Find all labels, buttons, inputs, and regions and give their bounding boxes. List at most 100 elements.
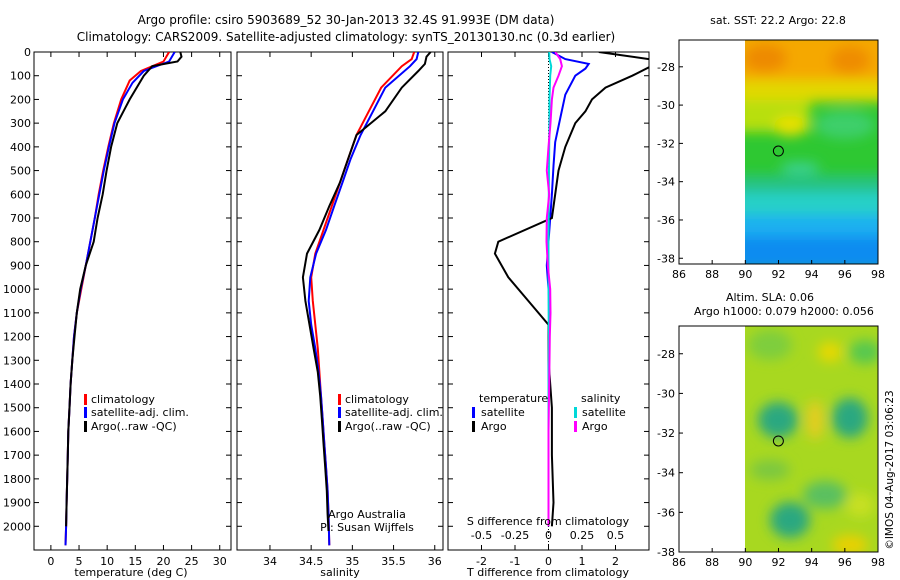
salinity-legend: climatology satellite-adj. clim. Argo(..… — [338, 393, 443, 433]
legend-label-climatology: climatology — [91, 393, 155, 406]
salinity-depth-ticks — [237, 51, 443, 527]
lon-tick-label: 94 — [805, 268, 819, 281]
depth-tick-label: 1800 — [3, 473, 31, 486]
series-line-argo-raw-qc — [65, 52, 183, 527]
salinity-x-axis: 34 34.5 35 35.5 36 — [263, 52, 442, 568]
depth-axis: 0 100 200 300 400 500 600 700 800 900 1000 1100 1200… — [3, 46, 231, 533]
depth-tick-label: 500 — [10, 165, 31, 178]
depth-tick-label: 400 — [10, 141, 31, 154]
difference-panel: -2 -1 0 1 2 S difference from climatology -0… — [447, 51, 650, 579]
sst-map-title: sat. SST: 22.2 Argo: 22.8 — [710, 14, 846, 27]
x-tick-label: 35 — [345, 555, 359, 568]
depth-tick-label: 1500 — [3, 402, 31, 415]
x-tick-label: 5 — [76, 555, 83, 568]
sst-lat-axis: -28 -30 -32 -34 -36 -38 — [657, 61, 683, 265]
sla-lon-axis: 86 88 90 92 94 96 98 — [672, 548, 885, 569]
s-tick-label: -0.25 — [501, 529, 529, 542]
difference-x-axis: -2 -1 0 1 2 — [476, 52, 619, 568]
lat-tick-label: -30 — [657, 387, 675, 400]
lon-tick-label: 90 — [738, 268, 752, 281]
temperature-legend: climatology satellite-adj. clim. Argo(..… — [84, 393, 189, 433]
x-tick-label: 10 — [100, 555, 114, 568]
legend-swatch-s-satellite — [574, 407, 577, 418]
lon-tick-label: 98 — [871, 556, 885, 569]
s-tick-label: 0.25 — [570, 529, 595, 542]
lat-tick-label: -32 — [657, 427, 675, 440]
legend-label-s-satellite: satellite — [582, 406, 626, 419]
depth-tick-label: 600 — [10, 188, 31, 201]
salinity-xlabel: salinity — [320, 566, 360, 579]
lon-tick-label: 86 — [672, 268, 686, 281]
lon-tick-label: 96 — [838, 556, 852, 569]
sst-field — [745, 40, 878, 264]
lon-tick-label: 96 — [838, 268, 852, 281]
legend-swatch-satellite — [84, 407, 87, 418]
salinity-lines — [301, 52, 432, 546]
x-tick-label: 15 — [128, 555, 142, 568]
figure-title-line2: Climatology: CARS2009. Satellite-adjuste… — [77, 30, 615, 44]
x-tick-label: 34.5 — [299, 555, 324, 568]
depth-tick-label: 700 — [10, 212, 31, 225]
t-difference-label: T difference from climatology — [466, 566, 629, 579]
lat-tick-label: -34 — [657, 467, 675, 480]
legend-swatch-t-argo — [472, 421, 475, 432]
depth-tick-label: 2000 — [3, 520, 31, 533]
lat-tick-label: -36 — [657, 506, 675, 519]
temperature-lines — [64, 52, 183, 546]
x-tick-label: 1 — [579, 555, 586, 568]
depth-tick-label: 1000 — [3, 283, 31, 296]
legend-label-satellite: satellite-adj. clim. — [345, 406, 443, 419]
difference-depth-ticks — [448, 51, 649, 527]
lon-tick-label: 98 — [871, 268, 885, 281]
s-difference-label: S difference from climatology — [467, 515, 630, 528]
lon-tick-label: 86 — [672, 556, 686, 569]
s-difference-ticks: -0.5 -0.25 0 0.25 0.5 — [471, 529, 624, 542]
depth-tick-label: 1200 — [3, 331, 31, 344]
legend-swatch-climatology — [338, 394, 341, 405]
series-line-s-argo — [545, 52, 563, 527]
lon-tick-label: 88 — [705, 556, 719, 569]
depth-tick-label: 1300 — [3, 354, 31, 367]
legend-label-t-argo: Argo — [481, 420, 507, 433]
depth-tick-label: 900 — [10, 259, 31, 272]
lat-tick-label: -38 — [657, 252, 675, 265]
salinity-panel: 34 34.5 35 35.5 36 salinity climatology sate… — [236, 51, 444, 579]
sst-lon-axis: 86 88 90 92 94 96 98 — [672, 260, 885, 281]
x-tick-label: 0 — [47, 555, 54, 568]
lat-tick-label: -36 — [657, 214, 675, 227]
depth-tick-label: 300 — [10, 117, 31, 130]
legend-label-satellite: satellite-adj. clim. — [91, 406, 189, 419]
series-line-satellite-adj-clim — [64, 52, 176, 546]
depth-tick-label: 1600 — [3, 425, 31, 438]
series-line-t-satellite — [545, 52, 591, 527]
lon-tick-label: 92 — [772, 268, 786, 281]
series-line-t-argo — [493, 52, 649, 527]
lat-tick-label: -30 — [657, 99, 675, 112]
sst-map: sat. SST: 22.2 Argo: 22.8 86 88 90 92 94 96 98 — [657, 14, 885, 281]
x-tick-label: 30 — [213, 555, 227, 568]
argo-position-marker — [772, 435, 784, 447]
temperature-x-axis: 0 5 10 15 20 25 30 — [47, 52, 227, 568]
lat-tick-label: -28 — [657, 61, 675, 74]
lon-tick-label: 94 — [805, 556, 819, 569]
annotation-line2: PI: Susan Wijffels — [320, 521, 414, 534]
legend-label-argo: Argo(..raw -QC) — [345, 420, 431, 433]
depth-tick-label: 1700 — [3, 449, 31, 462]
s-tick-label: -0.5 — [471, 529, 492, 542]
legend-swatch-satellite — [338, 407, 341, 418]
x-tick-label: -2 — [476, 555, 487, 568]
legend-label-s-argo: Argo — [582, 420, 608, 433]
legend-label-climatology: climatology — [345, 393, 409, 406]
series-line-argo-raw-qc — [301, 52, 432, 532]
copyright-stamp: ©IMOS 04-Aug-2017 03:06:23 — [884, 390, 896, 549]
x-tick-label: 2 — [612, 555, 619, 568]
depth-tick-label: 200 — [10, 93, 31, 106]
s-tick-label: 0.5 — [607, 529, 625, 542]
legend-label-t-satellite: satellite — [481, 406, 525, 419]
x-tick-label: 36 — [428, 555, 442, 568]
lat-tick-label: -28 — [657, 348, 675, 361]
s-tick-label: 0 — [545, 529, 552, 542]
depth-tick-label: 0 — [24, 46, 31, 59]
argo-position-marker — [772, 145, 784, 157]
